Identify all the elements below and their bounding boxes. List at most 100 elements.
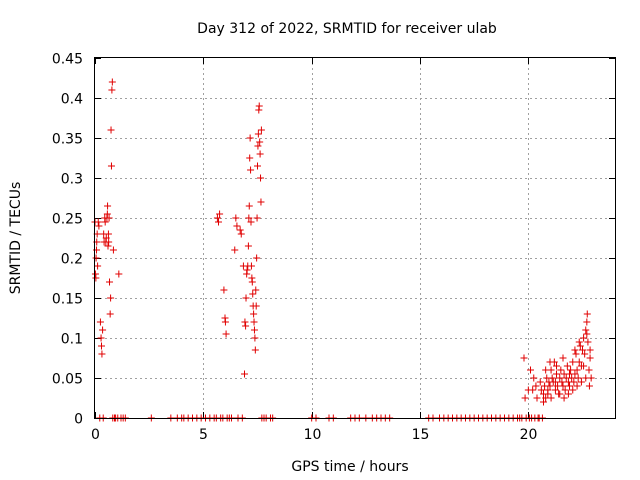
data-point xyxy=(577,378,585,386)
data-point xyxy=(569,358,577,366)
chart-title: Day 312 of 2022, SRMTID for receiver ula… xyxy=(197,21,497,37)
data-point xyxy=(106,310,114,318)
data-point xyxy=(109,246,117,254)
data-point xyxy=(540,398,547,406)
data-point xyxy=(257,126,265,134)
data-point xyxy=(576,342,584,350)
data-point xyxy=(244,242,252,250)
data-point xyxy=(213,214,221,222)
data-point xyxy=(579,346,586,354)
data-point xyxy=(237,230,245,238)
data-point xyxy=(546,358,554,366)
data-point xyxy=(586,346,594,354)
data-point xyxy=(571,346,579,354)
data-point xyxy=(108,78,116,86)
data-point xyxy=(567,366,575,374)
y-tick-label: 0.4 xyxy=(61,92,83,108)
data-point xyxy=(257,174,265,182)
data-point xyxy=(553,362,560,370)
data-point xyxy=(573,366,581,374)
data-point xyxy=(246,154,254,162)
data-point xyxy=(533,394,541,402)
y-tick-label: 0.05 xyxy=(52,372,83,388)
data-point xyxy=(556,390,564,398)
data-point xyxy=(574,374,582,382)
data-point xyxy=(252,286,260,294)
data-point xyxy=(254,162,261,170)
data-point xyxy=(221,318,229,326)
y-axis-label: SRMTID / TECUs xyxy=(8,182,24,295)
data-point xyxy=(575,358,583,366)
data-point xyxy=(243,266,251,274)
data-point xyxy=(253,254,261,262)
data-point xyxy=(242,294,250,302)
data-point xyxy=(245,214,253,222)
data-point xyxy=(582,374,590,382)
data-point xyxy=(251,346,259,354)
data-point xyxy=(104,230,112,238)
data-point xyxy=(568,374,576,382)
data-point xyxy=(222,330,230,338)
data-point xyxy=(105,214,113,222)
data-point xyxy=(99,326,107,334)
data-point xyxy=(532,382,540,390)
data-point xyxy=(558,378,566,386)
x-tick-label: 15 xyxy=(412,427,430,443)
data-points xyxy=(91,78,595,422)
data-point xyxy=(582,326,590,334)
y-tick-label: 0.2 xyxy=(61,252,83,268)
data-point xyxy=(105,238,113,246)
data-point xyxy=(536,378,544,386)
y-tick-label: 0.15 xyxy=(52,292,83,308)
data-point xyxy=(96,318,104,326)
data-point xyxy=(583,330,591,338)
data-point xyxy=(585,366,593,374)
x-tick-label: 10 xyxy=(304,427,322,443)
data-point xyxy=(551,386,559,394)
data-point xyxy=(104,202,112,210)
data-point xyxy=(95,222,103,230)
data-point xyxy=(92,274,100,282)
data-point xyxy=(245,202,253,210)
data-point xyxy=(252,302,260,310)
data-point xyxy=(106,278,114,286)
data-point xyxy=(566,370,573,378)
data-point xyxy=(248,278,256,286)
data-point xyxy=(563,362,571,370)
data-point xyxy=(231,246,239,254)
data-point xyxy=(569,386,577,394)
data-point xyxy=(246,134,254,142)
data-point xyxy=(103,210,111,218)
data-point xyxy=(583,310,591,318)
data-point xyxy=(566,382,573,390)
y-tick-label: 0.35 xyxy=(52,132,83,148)
data-point xyxy=(585,382,593,390)
data-point xyxy=(561,386,569,394)
plot-frame xyxy=(94,57,616,419)
x-tick-label: 5 xyxy=(199,427,208,443)
data-point xyxy=(557,366,565,374)
y-tick-label: 0.25 xyxy=(52,212,83,228)
data-point xyxy=(250,310,258,318)
data-point xyxy=(236,226,244,234)
data-point xyxy=(584,338,592,346)
data-point xyxy=(107,162,115,170)
data-point xyxy=(581,350,589,358)
data-point xyxy=(216,210,224,218)
data-point xyxy=(256,150,264,158)
y-tick-label: 0 xyxy=(74,412,83,428)
data-point xyxy=(115,270,123,278)
data-point xyxy=(570,378,578,386)
data-point xyxy=(572,350,580,358)
data-point xyxy=(107,294,115,302)
data-point xyxy=(551,378,559,386)
axis-ticks: 0 0.05 0.1 0.15 0.2 0.25 0.3 0.35 0.4 0.45 0 5 10 15 2… xyxy=(52,52,615,443)
data-point xyxy=(107,126,115,134)
data-point xyxy=(560,394,568,402)
data-point xyxy=(251,334,259,342)
data-point xyxy=(520,354,528,362)
data-point xyxy=(529,386,537,394)
data-point xyxy=(580,334,588,342)
data-point xyxy=(98,350,106,358)
